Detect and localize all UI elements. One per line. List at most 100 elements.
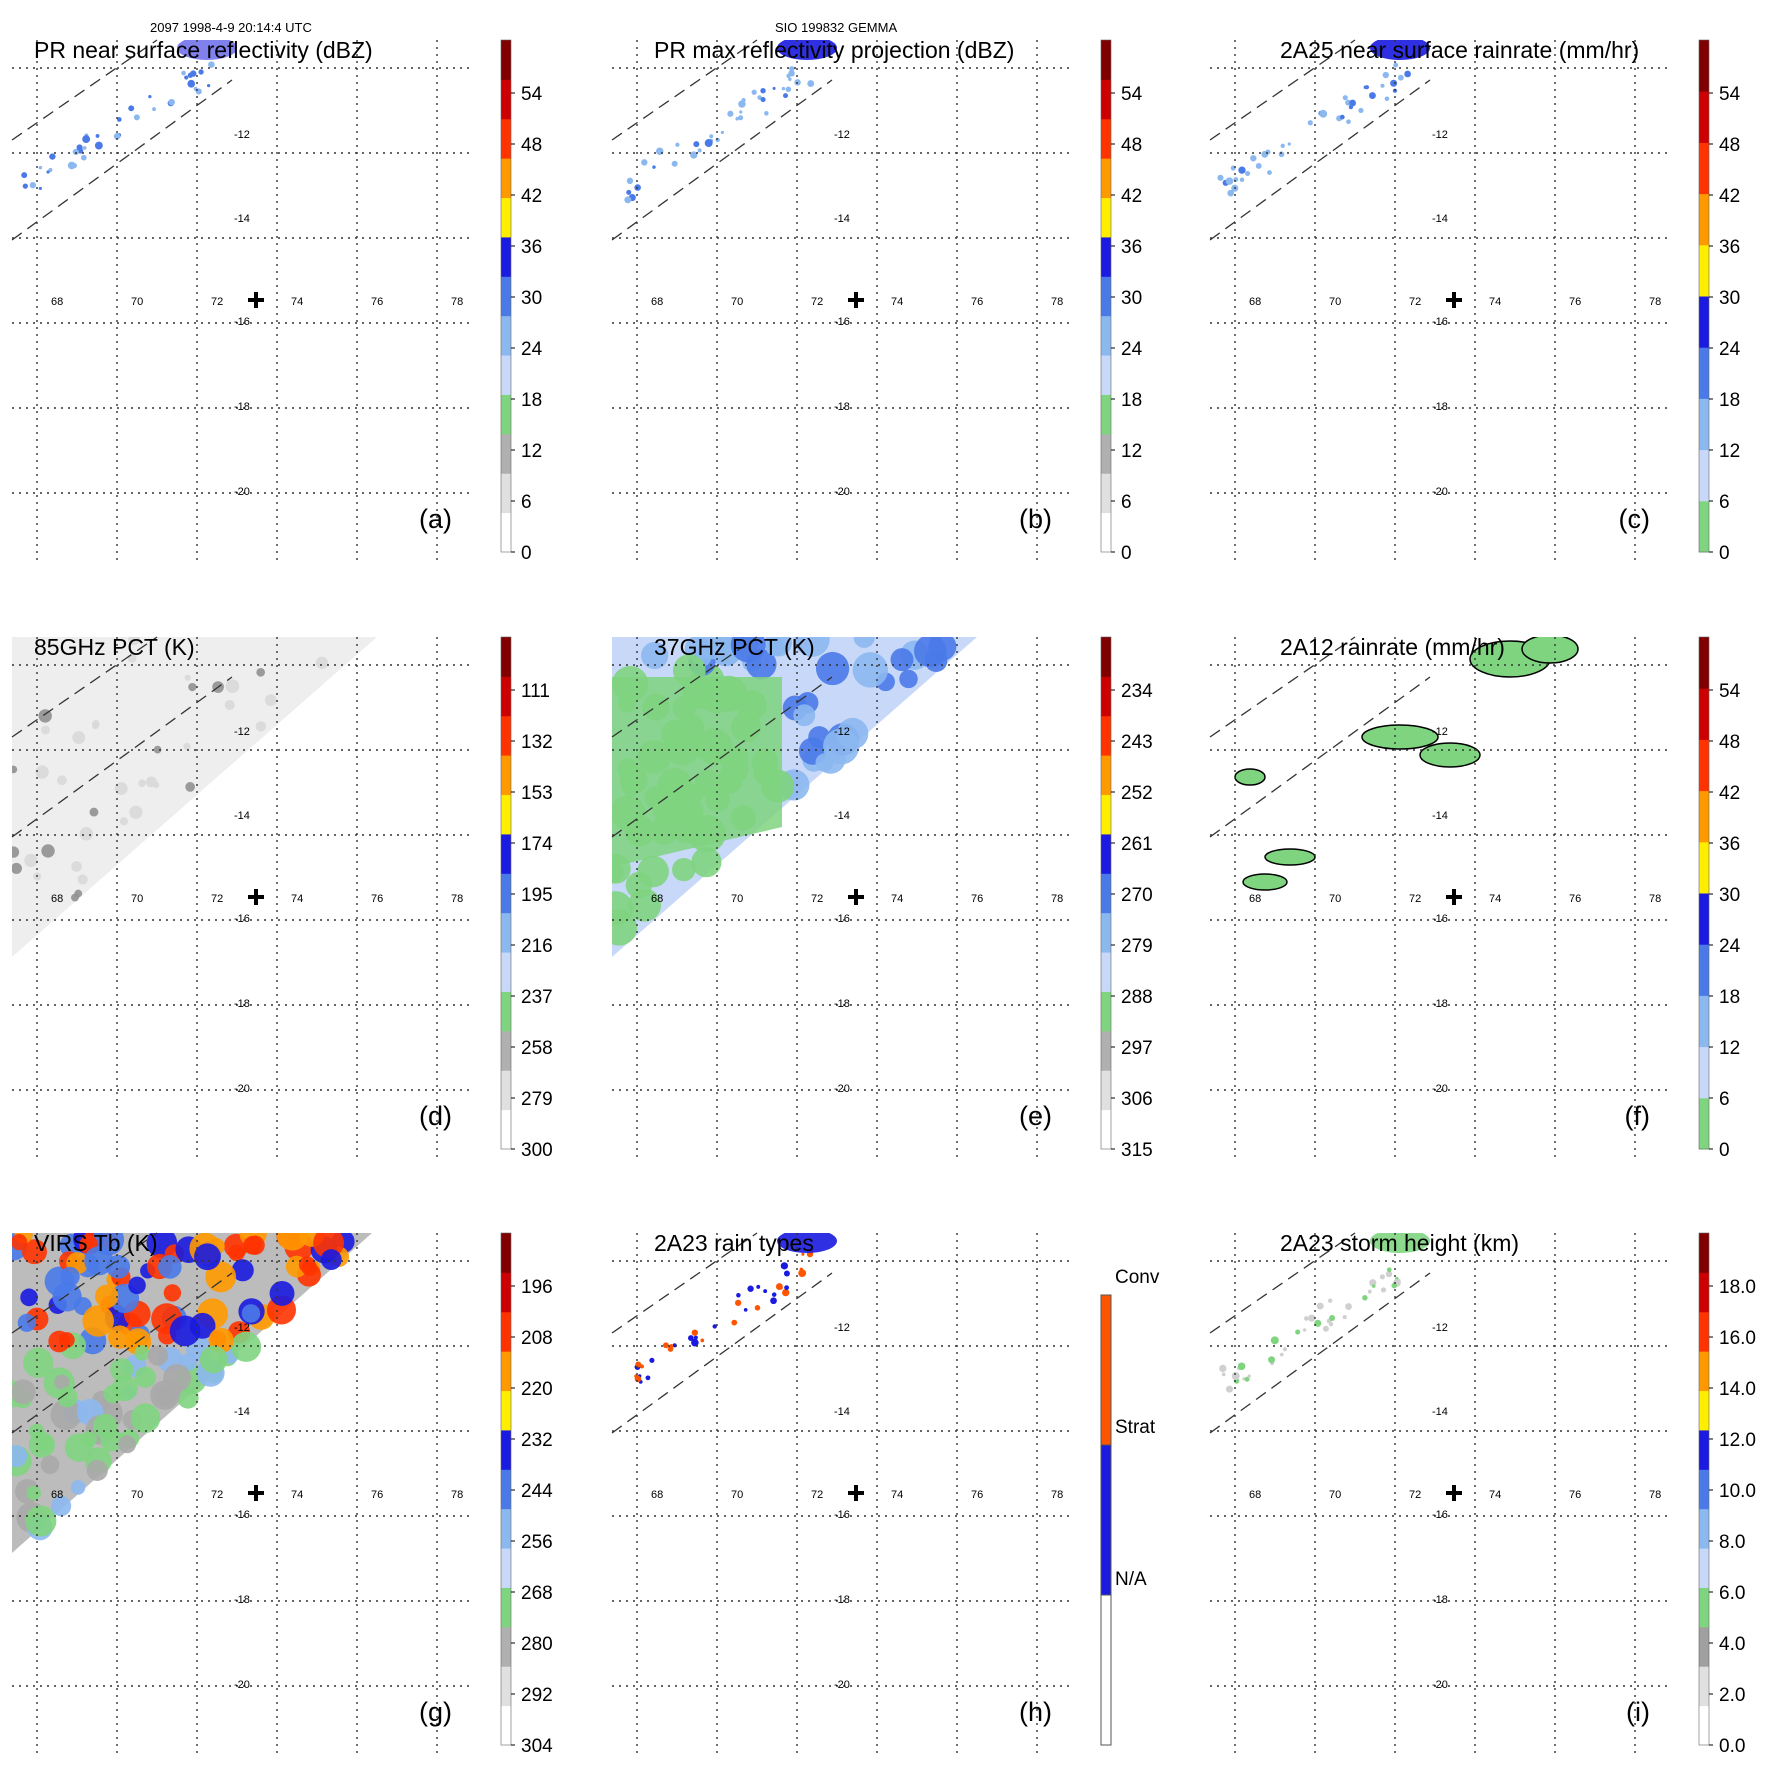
colorbar-tick: 42 [1719, 186, 1740, 207]
data-blob [1361, 724, 1439, 750]
data-blob [130, 1403, 161, 1433]
data-point [1384, 96, 1390, 102]
lat-label: -16 [1432, 913, 1448, 925]
colorbar-swatch [501, 873, 511, 914]
data-blob [165, 1380, 183, 1398]
colorbar-swatch [501, 833, 511, 874]
data-point [1250, 155, 1257, 162]
data-point [67, 161, 76, 170]
colorbar-tick: 8.0 [1719, 1532, 1745, 1553]
data-point [181, 70, 186, 76]
lat-label: -16 [834, 913, 850, 925]
lon-label: 68 [1249, 1489, 1261, 1501]
data-point [1307, 120, 1313, 126]
colorbar-swatch [501, 236, 511, 277]
center-cross-icon [848, 889, 864, 905]
data-blob [764, 637, 792, 657]
lon-label: 68 [51, 893, 63, 905]
lon-label: 76 [1569, 1489, 1581, 1501]
data-point [80, 154, 87, 161]
data-point [72, 148, 79, 156]
colorbar-swatch [1699, 739, 1709, 792]
data-blob [119, 817, 129, 826]
lon-label: 70 [131, 1489, 143, 1501]
colorbar-swatch [1101, 952, 1111, 992]
data-point [704, 139, 713, 148]
lat-label: -16 [1432, 1509, 1448, 1521]
colorbar-tick: 279 [1121, 936, 1153, 957]
colorbar-tick: 268 [521, 1583, 553, 1604]
data-point [116, 117, 122, 122]
data-point [49, 153, 56, 160]
data-point [1397, 74, 1404, 81]
data-point [1342, 95, 1348, 101]
data-point [741, 98, 746, 103]
colorbar-tick: 18.0 [1719, 1277, 1756, 1298]
colorbar-tick: 30 [521, 288, 542, 309]
data-blob [153, 781, 160, 788]
data-blob [59, 1266, 80, 1287]
colorbar-swatch [1101, 473, 1111, 514]
lon-label: 78 [1051, 296, 1063, 308]
colorbar-tick: 0 [1121, 543, 1132, 564]
lon-label: 78 [451, 893, 463, 905]
colorbar-tick: 232 [521, 1430, 553, 1451]
data-blob [853, 637, 875, 648]
data-point [772, 86, 776, 90]
data-point [771, 1292, 777, 1297]
colorbar-swatch [1101, 755, 1111, 796]
colorbar-tick: 24 [1719, 339, 1741, 360]
colorbar-swatch [1699, 995, 1709, 1048]
lon-label: 76 [371, 893, 383, 905]
colorbar-swatch [501, 315, 511, 356]
data-blob [169, 1315, 201, 1347]
lon-label: 72 [811, 296, 823, 308]
colorbar-swatch [501, 276, 511, 317]
data-point [1380, 83, 1385, 88]
lat-label: -20 [234, 1679, 250, 1691]
colorbar-swatch [501, 1705, 511, 1746]
lat-label: -12 [234, 726, 250, 738]
lon-label: 70 [131, 296, 143, 308]
data-blob [147, 1345, 169, 1366]
colorbar-swatch [1699, 1046, 1709, 1099]
panel-i: -12 -14 -16 -18 -20 68 70 72 74 76 78 2A23 storm he… [1209, 1230, 1756, 1757]
lon-label: 72 [811, 893, 823, 905]
lat-label: -12 [1432, 129, 1448, 141]
data-point [1339, 114, 1345, 120]
colorbar-swatch [1699, 1548, 1709, 1588]
lat-label: -12 [834, 129, 850, 141]
data-blob [852, 652, 888, 688]
swath-edge-1 [611, 39, 758, 141]
colorbar-swatch [501, 991, 511, 1032]
colorbar-swatch [501, 355, 511, 395]
lat-label: -14 [1432, 810, 1448, 822]
data-point [652, 165, 656, 169]
data-point [671, 160, 678, 167]
lon-label: 70 [731, 893, 743, 905]
swath-edge-2 [1209, 79, 1431, 241]
lat-label: -20 [234, 1083, 250, 1095]
panel-title: 37GHz PCT (K) [654, 634, 815, 660]
data-blob [269, 1280, 295, 1306]
colorbar-swatch [1699, 449, 1709, 502]
plot-area [612, 637, 977, 957]
colorbar-swatch [1101, 355, 1111, 395]
plot-area [1219, 1233, 1430, 1393]
data-point [743, 1308, 748, 1312]
data-blob [17, 1313, 36, 1332]
colorbar-frame [1698, 1232, 1710, 1746]
lat-label: -18 [234, 401, 250, 413]
plot-area [12, 637, 377, 957]
data-point [1345, 1303, 1352, 1310]
colorbar-tick: 304 [521, 1736, 553, 1757]
colorbar-swatch [1699, 347, 1709, 399]
lat-label: -16 [234, 1509, 250, 1521]
data-blob [52, 1282, 82, 1312]
panel-title: 2A12 rainrate (mm/hr) [1280, 634, 1505, 660]
data-point [641, 159, 648, 166]
colorbar-swatch [1101, 1109, 1111, 1150]
data-point [1225, 1385, 1234, 1393]
lon-label: 76 [371, 1489, 383, 1501]
